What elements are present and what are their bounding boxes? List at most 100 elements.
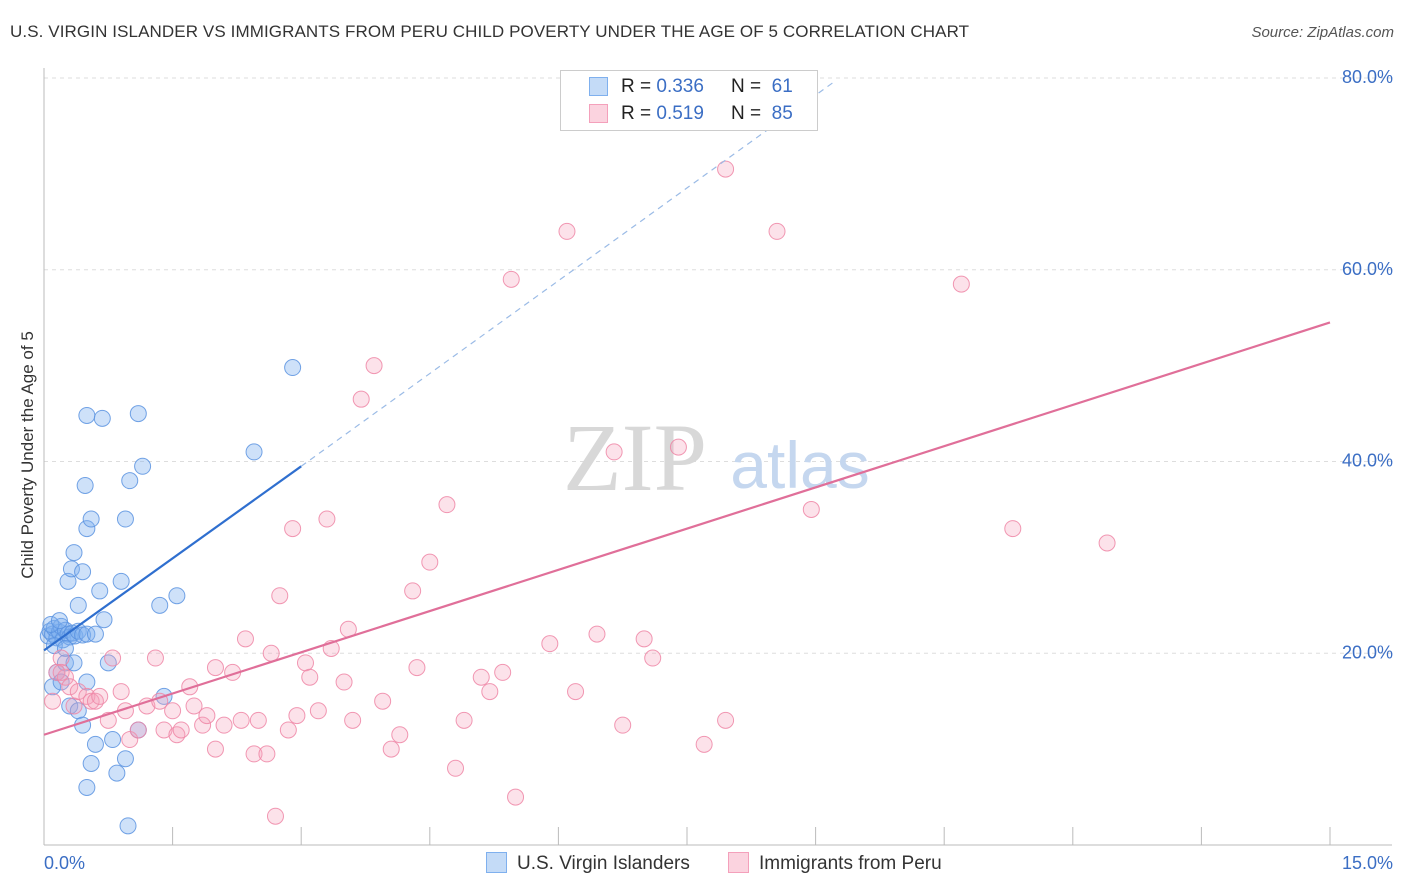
data-points (39, 160, 1116, 835)
data-point (155, 721, 173, 739)
data-point (56, 639, 74, 657)
data-point (168, 587, 186, 605)
r-value: 0.336 (656, 76, 704, 97)
data-point (249, 711, 267, 729)
data-point (74, 563, 92, 581)
data-point (605, 443, 623, 461)
data-point (172, 721, 190, 739)
legend-swatch-pink (728, 852, 749, 873)
data-point (93, 409, 111, 427)
n-value: 61 (771, 76, 793, 97)
y-tick-label: 20.0% (1342, 642, 1393, 662)
data-point (802, 500, 820, 518)
data-point (481, 683, 499, 701)
correlation-swatch-blue (589, 77, 608, 96)
n-label: N = (731, 103, 762, 124)
grid-lines (44, 77, 1392, 654)
chart-title: U.S. VIRGIN ISLANDER VS IMMIGRANTS FROM … (10, 22, 970, 41)
data-point (952, 275, 970, 293)
data-point (78, 625, 96, 643)
y-tick-label: 40.0% (1342, 451, 1393, 471)
data-point (65, 654, 83, 672)
data-point (78, 673, 96, 691)
trend-line (43, 465, 302, 652)
data-point (194, 716, 212, 734)
data-point (502, 270, 520, 288)
data-point (82, 510, 100, 528)
data-point (78, 406, 96, 424)
data-point (695, 735, 713, 753)
data-point (108, 764, 126, 782)
x-tick-label: 0.0% (44, 853, 85, 873)
data-point (129, 721, 147, 739)
trend-lines (43, 82, 1331, 736)
x-tick-label: 15.0% (1342, 853, 1393, 873)
data-point (507, 788, 525, 806)
data-point (104, 731, 122, 749)
data-point (86, 735, 104, 753)
data-point (262, 644, 280, 662)
data-point (245, 443, 263, 461)
data-point (129, 405, 147, 423)
data-point (232, 711, 250, 729)
data-point (42, 615, 60, 633)
data-point (121, 472, 139, 490)
data-point (382, 740, 400, 758)
data-point (95, 611, 113, 629)
data-point (91, 582, 109, 600)
data-point (63, 624, 81, 642)
data-point (284, 359, 302, 377)
data-point (119, 817, 137, 835)
data-point (151, 596, 169, 614)
data-point (318, 510, 336, 528)
data-point (78, 778, 96, 796)
legend-label: U.S. Virgin Islanders (517, 853, 690, 874)
data-point (112, 572, 130, 590)
data-point (69, 596, 87, 614)
data-point (296, 654, 314, 672)
data-point (104, 649, 122, 667)
data-point (116, 510, 134, 528)
data-point (206, 740, 224, 758)
data-point (374, 692, 392, 710)
source-label: Source: ZipAtlas.com (1251, 24, 1394, 41)
data-point (567, 683, 585, 701)
data-point (472, 668, 490, 686)
data-point (558, 222, 576, 240)
data-point (284, 520, 302, 538)
r-value: 0.519 (656, 103, 704, 124)
data-point (494, 663, 512, 681)
data-point (365, 357, 383, 375)
legend-item-peru[interactable]: Immigrants from Peru (728, 852, 942, 876)
trend-line (43, 321, 1331, 736)
data-point (344, 711, 362, 729)
data-point (44, 692, 62, 710)
y-axis-label: Child Poverty Under the Age of 5 (18, 331, 37, 579)
data-point (69, 683, 87, 701)
data-point (61, 697, 79, 715)
data-point (335, 673, 353, 691)
data-point (236, 630, 254, 648)
data-point (82, 692, 100, 710)
n-label: N = (731, 76, 762, 97)
data-point (62, 560, 80, 578)
watermark-zip: ZIP (563, 404, 707, 511)
data-point (455, 711, 473, 729)
data-point (768, 222, 786, 240)
data-point (301, 668, 319, 686)
legend-item-virgin-islanders[interactable]: U.S. Virgin Islanders (486, 852, 690, 876)
data-point (86, 625, 104, 643)
data-point (438, 496, 456, 514)
axes (43, 68, 1392, 846)
data-point (50, 612, 68, 630)
data-point (644, 649, 662, 667)
data-point (76, 476, 94, 494)
data-point (717, 160, 735, 178)
data-point (421, 553, 439, 571)
data-point (198, 707, 216, 725)
data-point (258, 745, 276, 763)
data-point (309, 702, 327, 720)
correlation-swatch-pink (589, 104, 608, 123)
n-value: 85 (771, 103, 793, 124)
